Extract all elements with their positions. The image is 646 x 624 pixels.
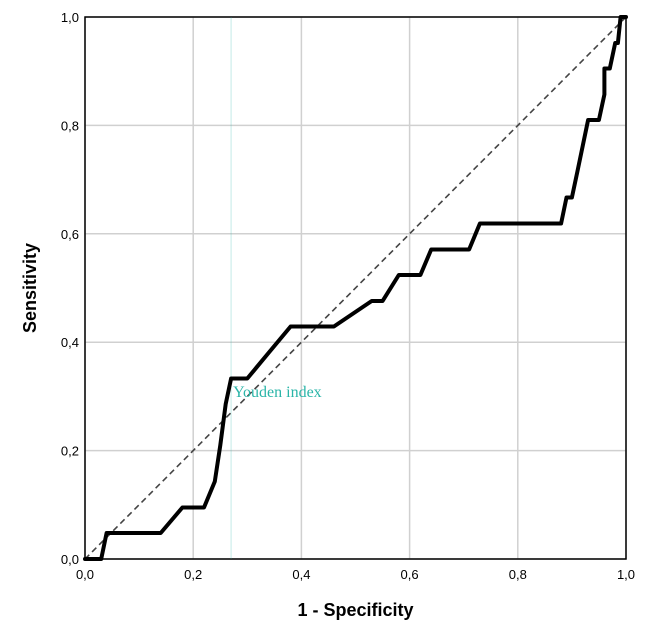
y-tick-label: 0,0 — [61, 552, 79, 567]
y-tick-labels: 0,0 0,2 0,4 0,6 0,8 1,0 — [61, 10, 79, 567]
y-tick-label: 0,8 — [61, 118, 79, 133]
y-tick-label: 0,4 — [61, 335, 79, 350]
youden-index-annotation: Youden index — [233, 384, 322, 401]
x-tick-label: 0,2 — [184, 567, 202, 582]
diagonal-reference-line — [84, 16, 627, 560]
x-tick-label: 0,0 — [76, 567, 94, 582]
x-tick-label: 0,8 — [509, 567, 527, 582]
y-tick-label: 0,2 — [61, 444, 79, 459]
x-tick-labels: 0,0 0,2 0,4 0,6 0,8 1,0 — [76, 567, 635, 582]
x-axis-title: 1 - Specificity — [297, 600, 413, 620]
x-tick-label: 0,6 — [401, 567, 419, 582]
plot-frame — [84, 16, 627, 560]
x-tick-label: 1,0 — [617, 567, 635, 582]
y-tick-label: 0,6 — [61, 227, 79, 242]
roc-curve — [83, 15, 628, 561]
y-axis-title: Sensitivity — [20, 243, 40, 333]
y-tick-label: 1,0 — [61, 10, 79, 25]
x-tick-label: 0,4 — [292, 567, 310, 582]
